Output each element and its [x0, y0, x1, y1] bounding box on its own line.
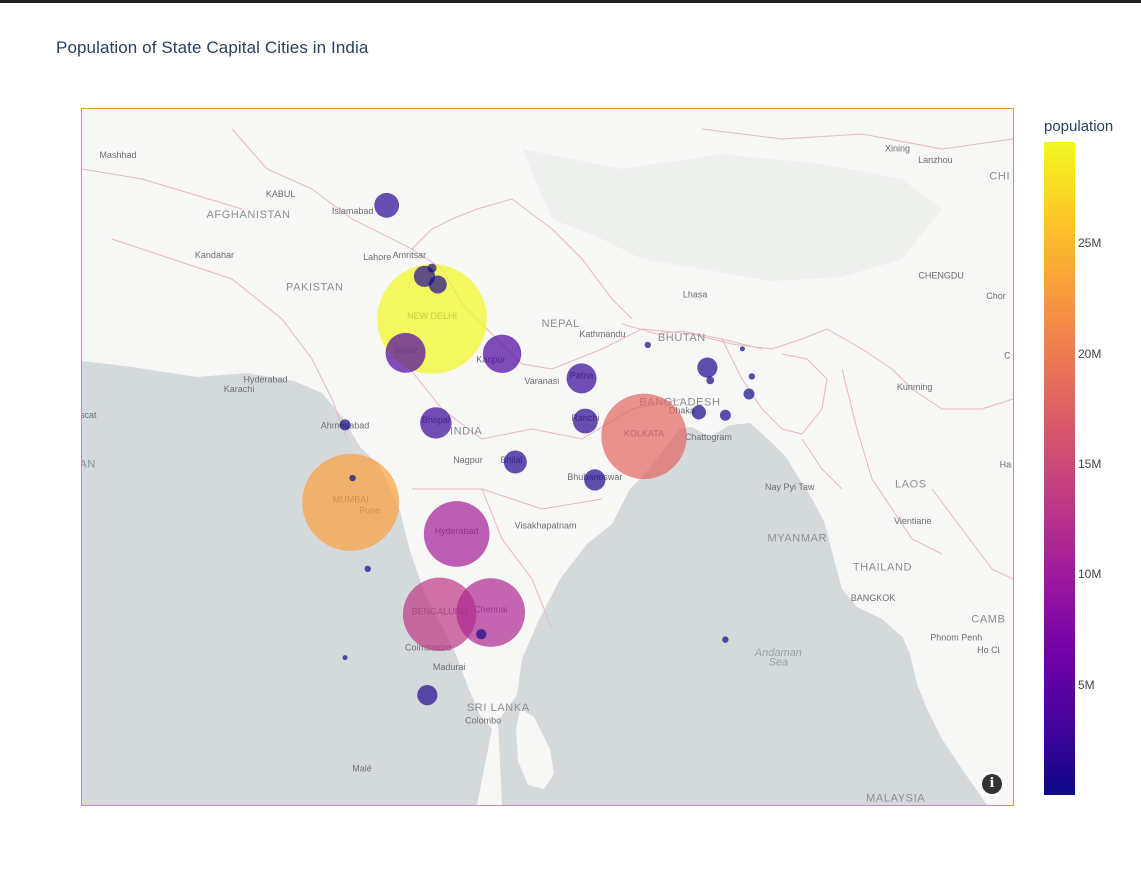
city-marker[interactable]: [748, 373, 756, 380]
city-marker[interactable]: [302, 453, 400, 551]
chart-title: Population of State Capital Cities in In…: [56, 38, 369, 57]
sri-lanka-land: [516, 709, 554, 789]
map-label-country: LAOS: [895, 478, 927, 490]
city-marker[interactable]: [342, 655, 348, 661]
map-label-city: Ho Cl: [977, 645, 1000, 655]
map-label-city: Varanasi: [524, 376, 559, 386]
map-label-country: THAILAND: [853, 562, 912, 574]
map-label-city: Chattogram: [685, 432, 732, 442]
city-marker[interactable]: [566, 363, 597, 394]
map-label-country: NEPAL: [542, 318, 580, 330]
map-label-country: CAMB: [971, 613, 1005, 625]
map-label-city: Colombo: [465, 716, 501, 726]
map-label-city: Lhasa: [683, 290, 708, 300]
map-label-city: BANGKOK: [851, 593, 896, 603]
colorbar-tick-label: 5M: [1078, 677, 1095, 692]
map-label-city: Xining: [885, 143, 910, 153]
map-label-sea: Andaman: [754, 647, 802, 659]
arabian-sea: [82, 361, 492, 805]
city-marker[interactable]: [402, 577, 477, 652]
map-label-city: Visakhapatnam: [515, 520, 577, 530]
map-label-country: INDIA: [450, 425, 482, 437]
map-label-city: C: [1004, 351, 1011, 361]
map-label-city: Kunming: [897, 382, 933, 392]
map-label-city: Nay Pyi Taw: [765, 482, 815, 492]
top-border: [0, 0, 1141, 3]
map-label-country: AFGHANISTAN: [207, 209, 291, 221]
map-label-country: SRI LANKA: [467, 702, 530, 714]
city-marker[interactable]: [476, 629, 487, 640]
map-label-country: MALAYSIA: [866, 792, 925, 804]
map-label-country: CHI: [989, 171, 1010, 183]
city-marker[interactable]: [719, 409, 731, 421]
map-label-city: Malé: [352, 763, 372, 773]
map-label-city: CHENGDU: [918, 270, 964, 280]
city-marker[interactable]: [739, 346, 745, 352]
city-marker[interactable]: [339, 419, 351, 431]
map-label-country: PAKISTAN: [286, 282, 344, 294]
bay-of-bengal: [498, 423, 992, 805]
map-label-city: Kathmandu: [579, 329, 625, 339]
map-label-city: Phnom Penh: [930, 633, 982, 643]
city-marker[interactable]: [428, 275, 447, 294]
map-label-city: Madurai: [433, 662, 466, 672]
city-marker[interactable]: [722, 636, 729, 643]
map-label-city: Karachi: [224, 384, 255, 394]
city-marker[interactable]: [644, 341, 651, 349]
city-marker[interactable]: [364, 565, 371, 573]
city-marker[interactable]: [417, 685, 438, 706]
map-label-city: Lahore: [363, 252, 391, 262]
city-marker[interactable]: [374, 192, 400, 218]
map-label-country: MYANMAR: [767, 532, 827, 544]
map-canvas[interactable]: Mashhad KABUL AFGHANISTAN Islamabad Kandahar…: [82, 109, 1013, 805]
map-label-city: Hyderabad: [244, 374, 288, 384]
plateau-shading: [522, 149, 942, 281]
city-marker[interactable]: [697, 357, 718, 378]
city-marker[interactable]: [349, 474, 356, 482]
city-marker[interactable]: [385, 332, 426, 373]
city-marker[interactable]: [572, 408, 598, 434]
city-marker[interactable]: [427, 263, 437, 273]
map-label-city: Dhaka: [669, 405, 695, 415]
colorbar-tick-label: 15M: [1078, 457, 1102, 472]
colorbar: [1044, 142, 1075, 795]
map-label-city: Vientiane: [894, 516, 931, 526]
colorbar-title: population: [1044, 118, 1114, 135]
city-marker[interactable]: [456, 578, 526, 647]
map-label-city: Kandahar: [195, 250, 234, 260]
info-icon[interactable]: i: [982, 774, 1002, 794]
city-marker[interactable]: [482, 334, 522, 374]
map-label-city: Chor: [986, 291, 1006, 301]
map-label-city: Amritsar: [393, 250, 427, 260]
gulf-of-oman: [82, 389, 132, 454]
city-marker[interactable]: [706, 376, 715, 385]
map-label-country: BHUTAN: [658, 332, 706, 344]
map-label-city: Mashhad: [99, 150, 136, 160]
map-label-country: AN: [82, 459, 96, 471]
colorbar-tick-label: 25M: [1078, 236, 1102, 251]
colorbar-tick-label: 20M: [1078, 346, 1102, 361]
city-marker[interactable]: [423, 501, 490, 567]
city-marker[interactable]: [691, 405, 706, 420]
city-marker[interactable]: [584, 469, 606, 491]
city-marker[interactable]: [420, 407, 452, 439]
city-marker[interactable]: [601, 393, 687, 480]
map-label-city: Lanzhou: [918, 155, 953, 165]
southeast-asia-land: [842, 469, 1013, 805]
map-label-city: Ha: [1000, 460, 1012, 470]
map-label-city: Nagpur: [453, 455, 483, 465]
map-label-city: KABUL: [266, 189, 296, 199]
colorbar-tick-label: 10M: [1078, 567, 1102, 582]
city-marker[interactable]: [503, 450, 527, 474]
map-label-city: uscat: [82, 410, 97, 420]
map-view[interactable]: Mashhad KABUL AFGHANISTAN Islamabad Kandahar…: [81, 108, 1014, 806]
map-label-city: Islamabad: [332, 206, 374, 216]
map-label-sea: Sea: [769, 657, 789, 669]
city-marker[interactable]: [743, 388, 755, 400]
population-markers[interactable]: [302, 192, 756, 706]
